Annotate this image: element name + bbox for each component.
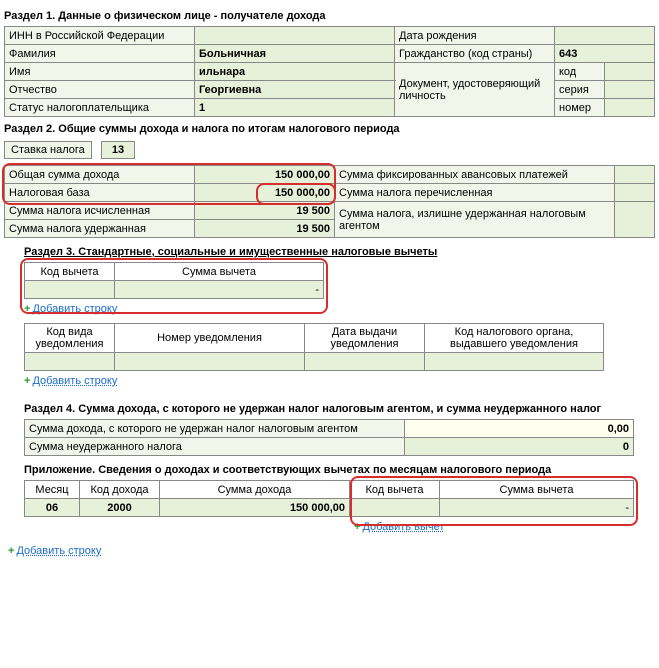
firstname-value[interactable]: ильнара <box>195 63 395 81</box>
app-deduction-sum-hdr: Сумма вычета <box>440 481 634 499</box>
notif-org-cell[interactable] <box>425 353 604 371</box>
tax-withheld-label: Сумма налога удержанная <box>5 220 195 238</box>
tax-transferred-value[interactable] <box>615 184 655 202</box>
month-hdr: Месяц <box>25 481 80 499</box>
income-code-hdr: Код дохода <box>80 481 160 499</box>
app-deduction-sum-cell[interactable]: - <box>440 499 634 517</box>
not-withheld-income-value[interactable]: 0,00 <box>405 420 634 438</box>
fixed-advance-label: Сумма фиксированных авансовых платежей <box>335 166 615 184</box>
deduction-code-cell[interactable] <box>25 281 115 299</box>
not-withheld-income-label: Сумма дохода, с которого не удержан нало… <box>25 420 405 438</box>
add-row-link-2[interactable]: Добавить строку <box>32 375 117 387</box>
notif-type-hdr: Код вида уведомления <box>25 324 115 353</box>
income-sum-cell[interactable]: 150 000,00 <box>160 499 350 517</box>
excess-withheld-value[interactable] <box>615 202 655 238</box>
section1-title: Раздел 1. Данные о физическом лице - пол… <box>4 10 655 22</box>
tax-calc-label: Сумма налога исчисленная <box>5 202 195 220</box>
status-label: Статус налогоплательщика <box>5 99 195 117</box>
plus-icon: + <box>24 375 30 387</box>
appendix-table: Месяц Код дохода Сумма дохода Код вычета… <box>24 480 634 517</box>
tax-rate-value[interactable]: 13 <box>101 141 135 159</box>
appendix-title: Приложение. Сведения о доходах и соответ… <box>24 464 655 476</box>
tax-transferred-label: Сумма налога перечисленная <box>335 184 615 202</box>
dob-value[interactable] <box>555 27 655 45</box>
section3-title: Раздел 3. Стандартные, социальные и имущ… <box>24 246 655 258</box>
section2-title: Раздел 2. Общие суммы дохода и налога по… <box>4 123 655 135</box>
series-value[interactable] <box>605 81 655 99</box>
firstname-label: Имя <box>5 63 195 81</box>
patronymic-value[interactable]: Георгиевна <box>195 81 395 99</box>
total-income-label: Общая сумма дохода <box>5 166 195 184</box>
tax-calc-value[interactable]: 19 500 <box>195 202 335 220</box>
number-value[interactable] <box>605 99 655 117</box>
dob-label: Дата рождения <box>395 27 555 45</box>
deduction-sum-cell[interactable]: - <box>115 281 324 299</box>
not-withheld-tax-value[interactable]: 0 <box>405 438 634 456</box>
lastname-value[interactable]: Больничная <box>195 45 395 63</box>
deduction-code-hdr: Код вычета <box>25 263 115 281</box>
section1-table: ИНН в Российской Федерации Дата рождения… <box>4 26 655 117</box>
excess-withheld-label: Сумма налога, излишне удержанная налогов… <box>335 202 615 238</box>
not-withheld-tax-label: Сумма неудержанного налога <box>25 438 405 456</box>
notif-num-hdr: Номер уведомления <box>115 324 305 353</box>
add-row-link-1[interactable]: Добавить строку <box>32 303 117 315</box>
notif-date-hdr: Дата выдачи уведомления <box>305 324 425 353</box>
plus-icon: + <box>354 521 360 533</box>
section4-title: Раздел 4. Сумма дохода, с которого не уд… <box>24 403 655 415</box>
tax-base-label: Налоговая база <box>5 184 195 202</box>
tax-rate-label: Ставка налога <box>4 141 92 159</box>
notif-org-hdr: Код налогового органа, выдавшего уведомл… <box>425 324 604 353</box>
status-value[interactable]: 1 <box>195 99 395 117</box>
add-row-link-3[interactable]: Добавить строку <box>16 545 101 557</box>
notif-type-cell[interactable] <box>25 353 115 371</box>
notif-num-cell[interactable] <box>115 353 305 371</box>
code-label: код <box>555 63 605 81</box>
deduction-sum-hdr: Сумма вычета <box>115 263 324 281</box>
lastname-label: Фамилия <box>5 45 195 63</box>
app-deduction-code-hdr: Код вычета <box>350 481 440 499</box>
inn-value[interactable] <box>195 27 395 45</box>
notification-table: Код вида уведомления Номер уведомления Д… <box>24 323 604 371</box>
citizenship-label: Гражданство (код страны) <box>395 45 555 63</box>
inn-label: ИНН в Российской Федерации <box>5 27 195 45</box>
month-cell[interactable]: 06 <box>25 499 80 517</box>
tax-withheld-value[interactable]: 19 500 <box>195 220 335 238</box>
code-value[interactable] <box>605 63 655 81</box>
add-deduction-link[interactable]: Добавить вычет <box>362 521 444 533</box>
notif-date-cell[interactable] <box>305 353 425 371</box>
income-sum-hdr: Сумма дохода <box>160 481 350 499</box>
series-label: серия <box>555 81 605 99</box>
section2-table: Общая сумма дохода 150 000,00 Сумма фикс… <box>4 165 655 238</box>
total-income-value[interactable]: 150 000,00 <box>195 166 335 184</box>
fixed-advance-value[interactable] <box>615 166 655 184</box>
plus-icon: + <box>8 545 14 557</box>
deduction-table: Код вычета Сумма вычета - <box>24 262 324 299</box>
income-code-cell[interactable]: 2000 <box>80 499 160 517</box>
citizenship-value[interactable]: 643 <box>555 45 655 63</box>
plus-icon: + <box>24 303 30 315</box>
doc-label: Документ, удостоверяющий личность <box>395 63 555 117</box>
patronymic-label: Отчество <box>5 81 195 99</box>
number-label: номер <box>555 99 605 117</box>
section4-table: Сумма дохода, с которого не удержан нало… <box>24 419 634 456</box>
app-deduction-code-cell[interactable] <box>350 499 440 517</box>
tax-base-value[interactable]: 150 000,00 <box>195 184 335 202</box>
